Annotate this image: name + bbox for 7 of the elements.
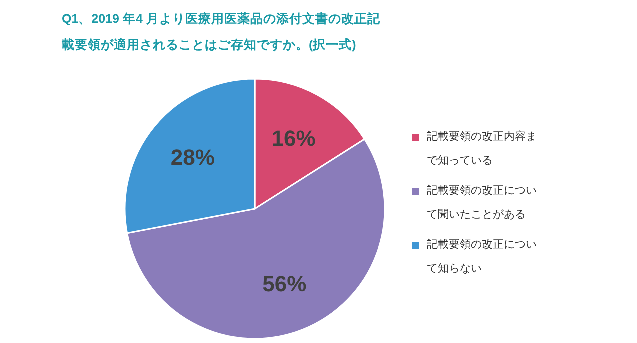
legend-label: 記載要領の改正内容まで知っている	[427, 130, 538, 169]
chart-title: Q1、2019 年4 月より医療用医薬品の添付文書の改正記載要領が適用されることはご存知ですか。(択一式)	[62, 11, 382, 54]
data-label: 56%	[262, 271, 307, 296]
legend-label: 記載要領の改正について知らない	[427, 238, 538, 277]
data-label: 28%	[170, 145, 215, 170]
data-label: 16%	[272, 126, 316, 151]
legend-label: 記載要領の改正について聞いたことがある	[427, 184, 538, 223]
